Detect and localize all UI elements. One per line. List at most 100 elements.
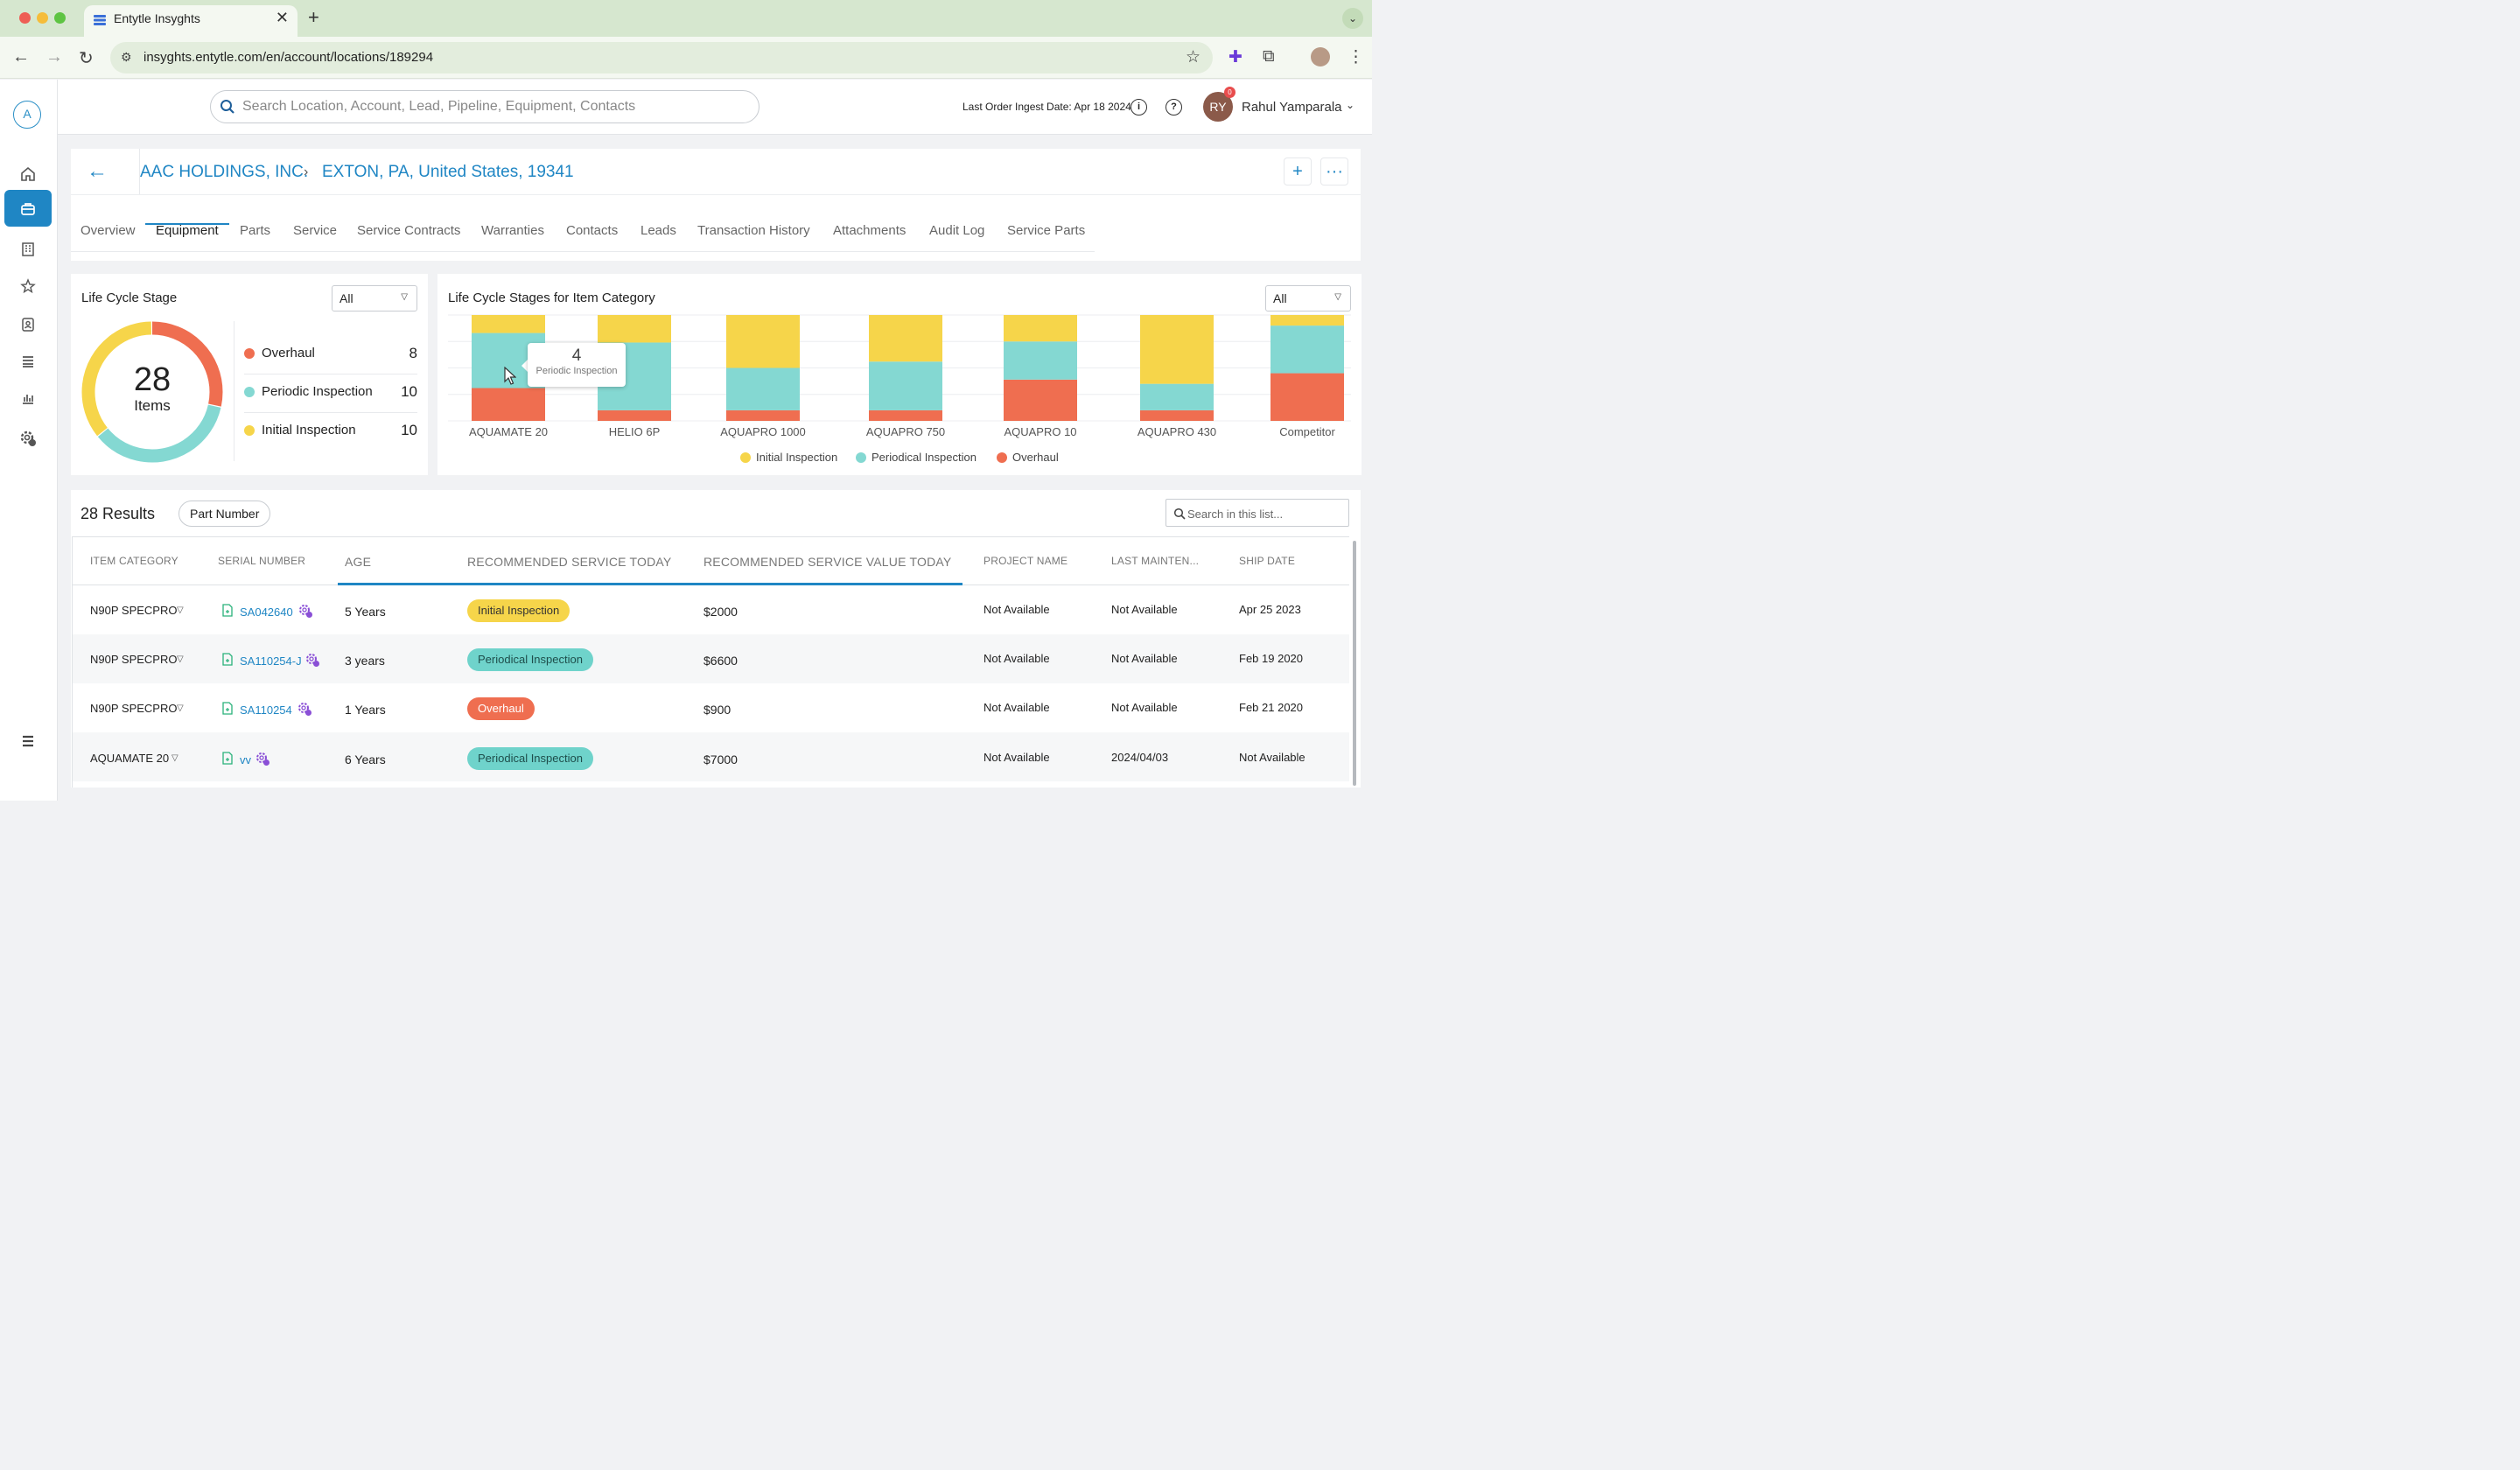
- legend-dot[interactable]: [740, 452, 751, 463]
- stage-overhaul[interactable]: Overhaul 8: [244, 335, 417, 374]
- chevron-down-icon[interactable]: ▽: [177, 606, 184, 615]
- list-search[interactable]: [1166, 499, 1349, 527]
- tab-audit-log[interactable]: Audit Log: [929, 223, 985, 238]
- bar-aquapro-10-initial-inspection[interactable]: [1004, 315, 1077, 342]
- legend-label[interactable]: Periodical Inspection: [872, 451, 976, 464]
- list-search-input[interactable]: [1187, 506, 1345, 522]
- back-arrow-icon[interactable]: ←: [87, 159, 108, 183]
- bar-aquamate-20-initial-inspection[interactable]: [472, 315, 545, 333]
- breadcrumb-location[interactable]: EXTON, PA, United States, 19341: [322, 163, 574, 181]
- donut-slice-overhaul[interactable]: [81, 321, 223, 463]
- legend-label[interactable]: Initial Inspection: [756, 451, 837, 464]
- back-icon[interactable]: ←: [12, 47, 30, 66]
- table-row[interactable]: N90P SPECPRO ▽ SA042640 5 Years Initial …: [73, 585, 1349, 634]
- global-search-input[interactable]: [242, 96, 741, 117]
- bar-aquapro-430-periodical-inspection[interactable]: [1140, 383, 1214, 410]
- tab-service-parts[interactable]: Service Parts: [1007, 223, 1086, 238]
- sidebar-lists[interactable]: [4, 342, 52, 379]
- minimize-window-button[interactable]: [37, 12, 48, 24]
- chevron-down-icon[interactable]: ▽: [177, 654, 184, 664]
- sidebar-accounts[interactable]: [4, 190, 52, 227]
- sidebar-contacts[interactable]: [4, 305, 52, 342]
- gear-settings-icon[interactable]: [298, 603, 313, 619]
- document-icon[interactable]: [222, 752, 233, 765]
- bar-helio-6p-overhaul[interactable]: [598, 410, 671, 421]
- tab-contacts[interactable]: Contacts: [566, 223, 619, 238]
- extension-icon[interactable]: ✚: [1228, 48, 1242, 66]
- bar-aquapro-1000-initial-inspection[interactable]: [726, 315, 800, 368]
- url-text[interactable]: insyghts.entytle.com/en/account/location…: [144, 50, 434, 65]
- bookmark-star-icon[interactable]: ☆: [1185, 48, 1200, 66]
- browser-tab[interactable]: Entytle Insyghts ✕: [84, 5, 298, 37]
- tab-overview[interactable]: Overview: [80, 223, 136, 238]
- address-bar[interactable]: ⚙ insyghts.entytle.com/en/account/locati…: [110, 42, 1213, 74]
- column-header-ship-date[interactable]: SHIP DATE: [1239, 555, 1296, 567]
- bar-aquapro-430-initial-inspection[interactable]: [1140, 315, 1214, 384]
- sidebar-favorites[interactable]: [4, 267, 52, 304]
- global-search[interactable]: [210, 90, 760, 123]
- tab-parts[interactable]: Parts: [240, 223, 271, 238]
- table-row[interactable]: N90P SPECPRO ▽ SA110254-J 3 years Period…: [73, 634, 1349, 683]
- close-window-button[interactable]: [19, 12, 31, 24]
- sidebar-settings[interactable]: [4, 419, 52, 456]
- maximize-window-button[interactable]: [54, 12, 66, 24]
- new-tab-button[interactable]: +: [308, 6, 319, 28]
- sidebar-reports[interactable]: [4, 379, 52, 416]
- gear-settings-icon[interactable]: [255, 751, 270, 766]
- item-category-filter-dropdown[interactable]: All ▽: [1265, 285, 1351, 312]
- puzzle-extensions-icon[interactable]: ⧉: [1263, 47, 1275, 66]
- tab-service[interactable]: Service: [293, 223, 338, 238]
- close-tab-icon[interactable]: ✕: [275, 9, 289, 26]
- column-header-last-maintenance[interactable]: LAST MAINTEN...: [1111, 555, 1200, 567]
- tab-warranties[interactable]: Warranties: [481, 223, 544, 238]
- column-header-recommended-service-value[interactable]: RECOMMENDED SERVICE VALUE TODAY: [704, 555, 952, 569]
- stage-periodic-inspection[interactable]: Periodic Inspection 10: [244, 374, 417, 412]
- sidebar-buildings[interactable]: [4, 230, 52, 267]
- chevron-down-icon[interactable]: ▽: [177, 704, 184, 713]
- table-row[interactable]: AQUAMATE 20 ▽ vv 6 Years Periodical Insp…: [73, 732, 1349, 781]
- document-icon[interactable]: [222, 702, 233, 715]
- donut-slice-initial-inspection[interactable]: [80, 319, 225, 465]
- legend-dot[interactable]: [856, 452, 866, 463]
- bar-competitor-periodical-inspection[interactable]: [1270, 326, 1344, 374]
- document-icon[interactable]: [222, 604, 233, 617]
- serial-number-link[interactable]: SA042640: [240, 606, 293, 619]
- table-row[interactable]: N90P SPECPRO ▽ SA110254 1 Years Overhaul…: [73, 683, 1349, 732]
- add-button[interactable]: +: [1284, 158, 1312, 186]
- profile-avatar-icon[interactable]: [1311, 47, 1330, 66]
- column-header-serial-number[interactable]: SERIAL NUMBER: [218, 555, 306, 567]
- life-cycle-filter-dropdown[interactable]: All ▽: [332, 285, 417, 312]
- browser-menu-icon[interactable]: ⋮: [1348, 48, 1364, 66]
- chevron-down-icon[interactable]: ⌄: [1346, 99, 1355, 111]
- forward-icon[interactable]: →: [46, 47, 63, 66]
- breadcrumb-account[interactable]: AAC HOLDINGS, INC.: [140, 163, 309, 181]
- column-header-item-category[interactable]: ITEM CATEGORY: [90, 555, 178, 567]
- notification-badge[interactable]: 0: [1224, 87, 1236, 98]
- bar-aquamate-20-overhaul[interactable]: [472, 388, 545, 421]
- gear-settings-icon[interactable]: [297, 701, 312, 717]
- bar-competitor-initial-inspection[interactable]: [1270, 315, 1344, 326]
- site-info-icon[interactable]: ⚙: [121, 50, 132, 64]
- column-header-recommended-service[interactable]: RECOMMENDED SERVICE TODAY: [467, 555, 672, 569]
- tab-transaction-history[interactable]: Transaction History: [697, 223, 810, 238]
- bar-aquapro-1000-periodical-inspection[interactable]: [726, 368, 800, 410]
- more-options-button[interactable]: ···: [1320, 158, 1348, 186]
- help-icon[interactable]: ?: [1166, 99, 1182, 116]
- document-icon[interactable]: [222, 653, 233, 666]
- sidebar-home[interactable]: [4, 155, 52, 192]
- bar-aquapro-430-overhaul[interactable]: [1140, 410, 1214, 421]
- reload-icon[interactable]: ↻: [79, 49, 94, 68]
- bar-aquapro-10-overhaul[interactable]: [1004, 379, 1077, 421]
- table-scrollbar[interactable]: [1353, 541, 1356, 786]
- tab-service-contracts[interactable]: Service Contracts: [357, 223, 461, 238]
- serial-number-link[interactable]: vv: [240, 753, 251, 766]
- legend-dot[interactable]: [997, 452, 1007, 463]
- bar-aquapro-1000-overhaul[interactable]: [726, 410, 800, 421]
- bar-competitor-overhaul[interactable]: [1270, 373, 1344, 421]
- serial-number-link[interactable]: SA110254: [240, 704, 292, 717]
- serial-number-link[interactable]: SA110254-J: [240, 654, 302, 668]
- bar-aquapro-750-periodical-inspection[interactable]: [869, 361, 942, 410]
- app-logo[interactable]: A: [13, 101, 41, 129]
- tab-leads[interactable]: Leads: [640, 223, 676, 238]
- column-header-age[interactable]: AGE: [345, 555, 372, 569]
